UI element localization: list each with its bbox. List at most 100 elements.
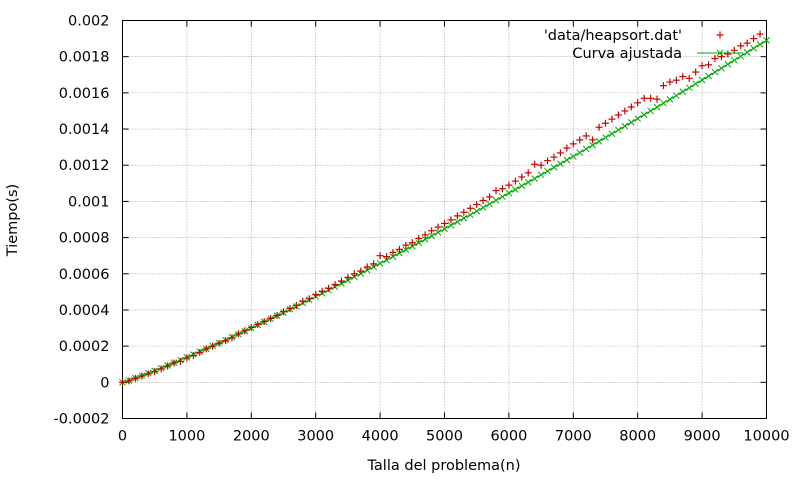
data-point	[582, 132, 590, 140]
data-point	[286, 305, 294, 313]
data-point	[312, 291, 320, 299]
data-point	[698, 62, 706, 70]
data-point	[743, 39, 751, 47]
fit-point	[389, 253, 397, 260]
data-point	[544, 157, 552, 165]
fit-point	[434, 228, 442, 236]
fit-point	[550, 164, 558, 171]
data-point	[325, 284, 333, 292]
x-tick-label: 5000	[426, 429, 463, 445]
fit-point	[518, 182, 526, 190]
axis-ticks	[122, 20, 767, 419]
y-tick-label: 0	[100, 375, 109, 391]
fit-point	[718, 64, 725, 72]
data-point	[228, 334, 236, 342]
fit-point	[479, 204, 487, 211]
fit-point	[576, 149, 584, 156]
data-point	[460, 208, 468, 216]
data-point	[222, 337, 230, 345]
fit-point	[589, 141, 596, 149]
x-tick-label: 1000	[168, 429, 205, 445]
legend-fit-point	[716, 49, 724, 57]
fit-point	[421, 236, 429, 243]
fit-point	[505, 189, 513, 197]
fit-point	[415, 239, 423, 247]
data-point	[183, 354, 191, 362]
data-point	[209, 342, 217, 350]
fit-point	[634, 115, 642, 122]
fit-point	[743, 48, 751, 56]
y-tick-label: -0.0002	[54, 412, 110, 428]
fit-point	[460, 214, 468, 222]
data-point	[724, 50, 732, 58]
data-point	[737, 42, 745, 50]
fit-point	[640, 111, 648, 119]
fit-point	[730, 56, 738, 64]
data-point	[370, 260, 378, 268]
fit-point	[473, 207, 481, 215]
data-point	[144, 370, 152, 378]
data-point	[376, 252, 384, 260]
data-point	[634, 99, 642, 107]
data-point	[711, 54, 719, 62]
data-point	[602, 119, 609, 127]
data-point	[164, 362, 172, 370]
legend-label-fit: Curva ajustada	[572, 46, 682, 62]
data-point	[505, 181, 513, 189]
data-point	[659, 82, 667, 90]
data-point	[627, 103, 635, 111]
data-point	[415, 234, 423, 242]
legend-marker-fit	[697, 49, 743, 57]
data-point	[492, 187, 500, 195]
y-tick-label: 0.0018	[59, 50, 110, 66]
data-point	[280, 308, 287, 316]
data-point	[614, 111, 622, 119]
legend: 'data/heapsort.dat' Curva ajustada	[544, 28, 743, 62]
x-tick-label: 3000	[297, 429, 334, 445]
x-axis-label: Talla del problema(n)	[366, 458, 520, 474]
x-tick-label: 2000	[233, 429, 270, 445]
fit-point	[615, 126, 622, 134]
fit-point	[666, 96, 674, 103]
x-tick-label: 8000	[619, 429, 656, 445]
data-point	[692, 68, 700, 76]
data-point	[331, 281, 339, 289]
y-tick-label: 0.0008	[59, 231, 110, 247]
fit-point	[602, 134, 609, 141]
data-point	[473, 200, 481, 208]
fit-point	[647, 107, 654, 115]
data-point	[337, 277, 345, 285]
fit-curve-line	[122, 39, 767, 383]
data-point	[157, 365, 165, 373]
y-axis-label: Tiempo(s)	[5, 184, 21, 257]
data-point	[176, 357, 184, 365]
data-point	[189, 352, 197, 360]
fit-point	[756, 41, 764, 48]
data-point	[518, 173, 526, 181]
data-point	[479, 197, 487, 205]
data-point	[563, 144, 571, 152]
fit-point	[544, 167, 551, 175]
data-point	[447, 216, 455, 224]
data-point	[357, 267, 365, 275]
data-point	[196, 348, 204, 356]
data-point	[441, 219, 448, 227]
fit-point	[486, 200, 493, 208]
data-point	[125, 377, 133, 385]
fit-point	[428, 232, 435, 240]
data-point	[350, 270, 358, 278]
data-point	[531, 160, 539, 168]
data-point	[318, 287, 326, 295]
data-point	[608, 115, 616, 123]
grid	[122, 20, 767, 419]
fit-point	[454, 218, 461, 226]
data-point	[363, 263, 371, 271]
x-tick-label: 6000	[490, 429, 527, 445]
data-point	[466, 204, 474, 212]
x-tick-label: 9000	[684, 429, 721, 445]
data-point	[685, 74, 693, 82]
fit-point	[396, 249, 403, 257]
data-point	[556, 149, 564, 157]
data-point	[672, 76, 680, 84]
